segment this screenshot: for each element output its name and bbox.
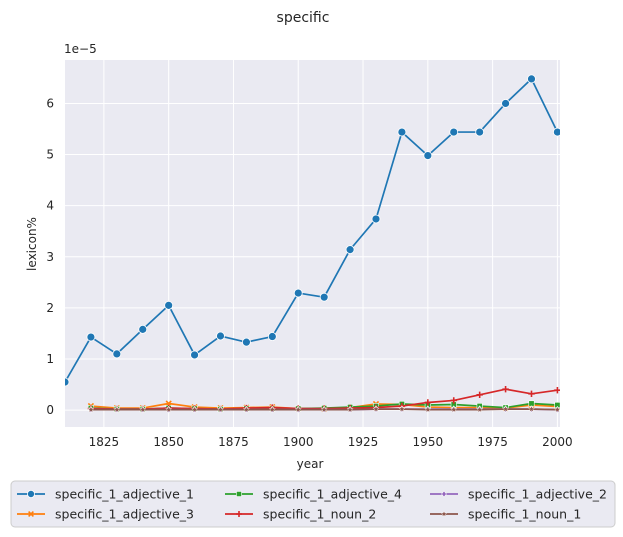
data-point (216, 331, 225, 341)
x-tick-label: 1950 (413, 435, 444, 449)
legend-label: specific_1_noun_1 (468, 507, 581, 522)
y-offset-label: 1e−5 (64, 42, 97, 56)
y-tick-label: 4 (46, 199, 54, 213)
x-tick-label: 1825 (89, 435, 120, 449)
data-point (553, 405, 560, 413)
plot-area (65, 60, 560, 427)
legend-item: specific_1_noun_1 (430, 507, 581, 522)
gridlines (65, 60, 560, 427)
x-axis-ticks: 1825 1850 1875 1900 1925 1950 1975 2000 (89, 435, 573, 449)
data-point (527, 74, 536, 84)
data-point (164, 300, 174, 310)
legend-label: specific_1_adjective_3 (55, 507, 194, 522)
data-point (476, 405, 484, 413)
x-tick-label: 1875 (218, 435, 249, 449)
data-point (476, 391, 483, 398)
data-point (113, 405, 121, 413)
data-point (423, 151, 433, 160)
legend-item: specific_1_adjective_2 (430, 487, 607, 502)
y-axis-label: lexicon% (25, 217, 39, 271)
data-point (475, 127, 485, 137)
data-point (372, 405, 380, 413)
legend-item: specific_1_adjective_3 (17, 507, 194, 522)
series-specific_1_noun_1 (87, 405, 560, 413)
data-point (216, 405, 225, 413)
data-point (449, 127, 459, 137)
data-point (190, 350, 199, 360)
legend: specific_1_adjective_1 specific_1_adjecti… (10, 480, 616, 528)
legend-label: specific_1_adjective_1 (55, 487, 194, 502)
data-point (294, 405, 302, 413)
legend-item: specific_1_adjective_4 (225, 487, 402, 502)
data-point (112, 349, 122, 359)
x-tick-label: 1975 (477, 435, 508, 449)
data-point (553, 127, 560, 137)
data-point (28, 511, 34, 517)
legend-label: specific_1_noun_2 (263, 507, 376, 522)
data-point (502, 405, 510, 413)
data-point (501, 99, 510, 108)
data-point (191, 405, 199, 413)
data-point (424, 399, 432, 406)
y-tick-label: 2 (46, 301, 54, 315)
data-point (450, 397, 457, 404)
y-tick-label: 6 (46, 96, 54, 110)
data-point (528, 390, 535, 397)
data-point (138, 324, 148, 334)
data-point (554, 386, 560, 394)
data-point (345, 245, 355, 255)
data-point (139, 405, 147, 413)
legend-item: specific_1_adjective_1 (17, 487, 194, 502)
y-tick-label: 5 (46, 148, 54, 162)
data-point (242, 337, 251, 347)
data-point (87, 405, 95, 413)
data-point (528, 400, 535, 407)
data-point (346, 405, 354, 413)
data-point (320, 405, 328, 413)
data-point (86, 332, 96, 342)
data-point (397, 127, 407, 137)
data-point (236, 491, 242, 497)
data-point (502, 385, 509, 393)
x-tick-label: 1850 (153, 435, 184, 449)
data-point (165, 405, 173, 413)
x-axis-label: year (297, 457, 324, 471)
data-point (236, 511, 242, 517)
data-point (26, 489, 35, 498)
data-point (267, 332, 277, 341)
data-point (242, 405, 250, 413)
legend-frame (10, 480, 616, 528)
x-tick-label: 1900 (283, 435, 314, 449)
data-point (319, 292, 329, 302)
data-point (527, 405, 536, 413)
y-tick-label: 3 (46, 250, 54, 264)
y-tick-label: 1 (46, 352, 54, 366)
x-tick-label: 1925 (348, 435, 379, 449)
legend-label: specific_1_adjective_2 (468, 487, 607, 502)
data-point (424, 405, 432, 413)
y-axis-ticks: 0 1 2 3 4 5 6 (46, 96, 54, 417)
x-tick-label: 2000 (542, 435, 573, 449)
data-point (293, 288, 303, 298)
y-tick-label: 0 (46, 403, 54, 417)
data-point (268, 405, 276, 413)
chart-title: specific (277, 10, 330, 26)
series-specific_1_adjective_1 (65, 74, 560, 387)
data-point (398, 405, 406, 413)
data-point (65, 377, 70, 387)
data-point (441, 490, 447, 498)
data-point (450, 405, 458, 413)
data-point (371, 214, 381, 224)
legend-item: specific_1_noun_2 (225, 507, 376, 522)
series-layer (65, 74, 560, 414)
data-point (440, 510, 448, 517)
legend-label: specific_1_adjective_4 (263, 487, 402, 502)
